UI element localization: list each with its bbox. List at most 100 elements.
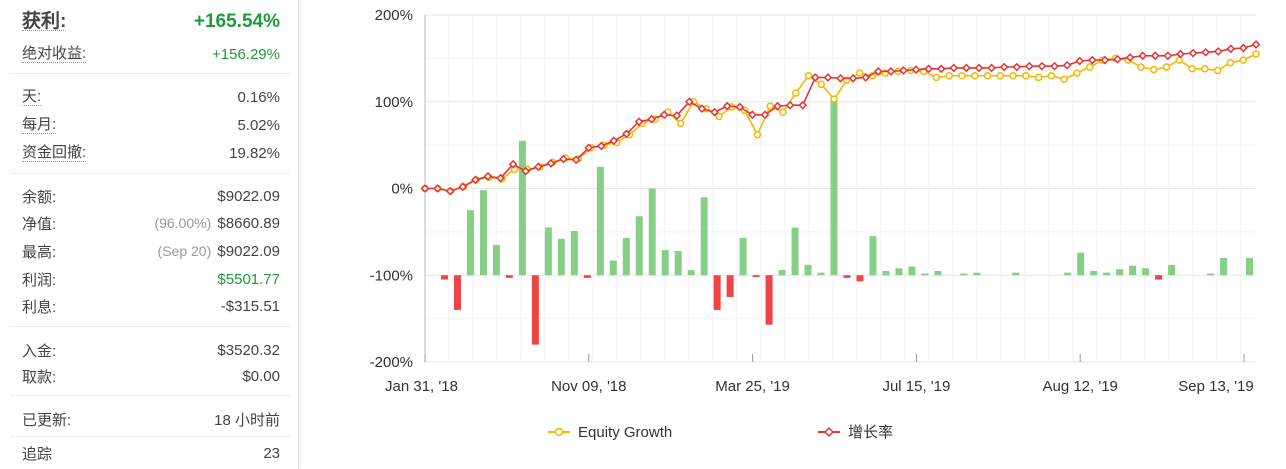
interest-label: 利息: <box>22 298 57 316</box>
deposits-label: 入金: <box>22 342 57 360</box>
bar-negative <box>531 275 539 345</box>
bar-positive <box>1064 272 1072 276</box>
growth-point <box>710 107 719 117</box>
bar-positive <box>622 237 630 276</box>
drawdown-label: 资金回撤: <box>22 144 87 162</box>
bar-positive <box>934 270 942 276</box>
abs-gain-value: +156.29% <box>212 45 280 63</box>
highest-note: (Sep 20) <box>157 242 212 259</box>
divider <box>10 73 290 74</box>
bar-positive <box>739 237 747 276</box>
growth-point <box>1012 62 1022 72</box>
bar-positive <box>466 210 474 276</box>
bar-positive <box>895 268 903 276</box>
growth-point <box>1176 49 1185 59</box>
profit-label: 利润: <box>22 271 57 289</box>
growth-point <box>584 143 594 153</box>
equity-point <box>1022 71 1030 80</box>
equity-point <box>715 112 723 121</box>
deposits-value: $3520.32 <box>217 341 280 359</box>
gain-label: 获利: <box>22 11 67 32</box>
bar-positive <box>518 140 526 276</box>
x-tick-label: Sep 13, '19 <box>1178 378 1253 395</box>
equity-point <box>1047 71 1056 80</box>
bar-negative <box>583 275 591 278</box>
daily-label: 天: <box>22 88 42 106</box>
y-tick-label: -200% <box>370 354 413 371</box>
bar-positive <box>804 264 812 276</box>
growth-point <box>596 141 606 151</box>
growth-point <box>458 182 468 192</box>
growth-chart: 200% 100% 0% -100% -200% Jan 31, '18 Nov 09, … <box>370 7 1261 441</box>
bar-positive <box>492 244 500 276</box>
growth-point <box>735 102 745 112</box>
equity-point <box>855 69 864 77</box>
growth-point <box>861 73 871 82</box>
gain-value: +165.54% <box>193 11 280 32</box>
growth-point <box>1087 55 1097 65</box>
withdrawals-value: $0.00 <box>242 367 280 385</box>
growth-point <box>571 155 581 165</box>
bar-positive <box>570 231 578 276</box>
bar-positive <box>557 238 565 276</box>
growth-point <box>420 184 430 193</box>
equity-point <box>766 102 774 110</box>
bar-positive <box>1103 272 1111 276</box>
equity-point <box>804 71 813 80</box>
legend-label: Equity Growth <box>578 424 672 441</box>
growth-point <box>471 175 480 185</box>
growth-point <box>949 63 959 73</box>
growth-point <box>936 64 946 74</box>
bar-positive <box>960 273 968 276</box>
bar-positive <box>674 250 682 276</box>
equity-value: $8660.89 <box>217 214 280 232</box>
equity-point <box>1188 65 1196 73</box>
bar-negative <box>1155 275 1163 280</box>
growth-point <box>722 101 732 111</box>
growth-point <box>924 64 933 74</box>
equity-point <box>1239 56 1247 64</box>
growth-point <box>1226 44 1236 54</box>
growth-point <box>496 173 505 183</box>
growth-point <box>1125 53 1135 62</box>
growth-point <box>622 129 631 139</box>
legend-growth-rate[interactable]: 增长率 <box>818 424 893 441</box>
bar-positive <box>687 270 695 276</box>
growth-point <box>659 110 669 120</box>
growth-point <box>886 67 896 76</box>
bar-positive <box>596 166 604 276</box>
growth-point <box>823 73 833 82</box>
bar-negative <box>440 275 448 280</box>
growth-point <box>521 166 531 176</box>
bar-positive <box>830 97 838 276</box>
chart-legend[interactable]: Equity Growth 增长率 <box>548 424 893 441</box>
growth-point <box>697 104 707 114</box>
growth-point <box>546 158 556 168</box>
legend-equity-growth[interactable]: Equity Growth <box>548 424 672 441</box>
drawdown-value: 19.82% <box>229 144 280 162</box>
series-line <box>425 43 1257 192</box>
equity-note: (96.00%) <box>154 214 212 231</box>
highest-label: 最高: <box>22 243 57 261</box>
growth-point <box>810 73 820 82</box>
monthly-label: 每月: <box>22 116 57 134</box>
growth-point <box>974 63 984 73</box>
bar-positive <box>869 236 877 276</box>
bar-positive <box>1012 272 1020 276</box>
balance-label: 余额: <box>22 188 57 206</box>
growth-point <box>1050 61 1059 71</box>
x-axis-labels: Jan 31, '18 Nov 09, '18 Mar 25, '19 Jul 15,… <box>385 378 1254 395</box>
growth-point <box>848 73 858 83</box>
bar-positive <box>648 188 656 276</box>
equity-point <box>1009 71 1017 80</box>
equity-point <box>1073 69 1081 77</box>
bar-positive <box>700 197 708 276</box>
divider <box>10 395 290 396</box>
growth-point <box>873 67 883 76</box>
tracking-label: 追踪 <box>22 445 53 463</box>
bar-positive <box>635 216 643 276</box>
bar-negative <box>453 275 461 310</box>
growth-point <box>962 63 971 73</box>
growth-point <box>685 97 694 107</box>
growth-point <box>1075 56 1085 66</box>
